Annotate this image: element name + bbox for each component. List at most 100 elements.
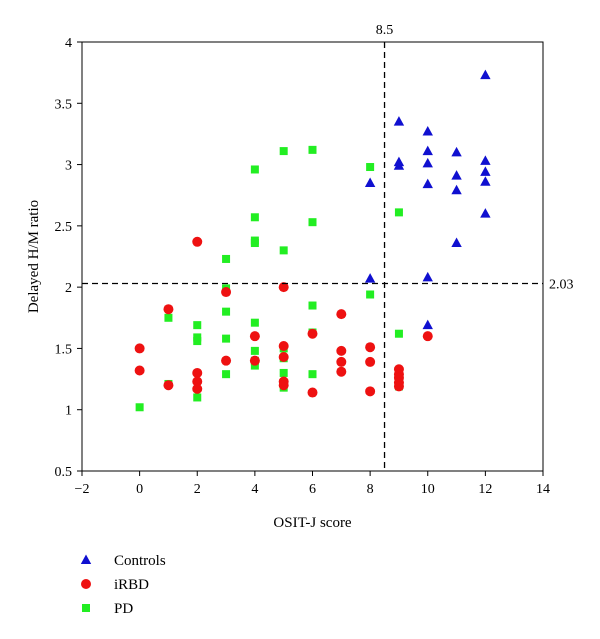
point-controls (393, 160, 405, 170)
point-pd (222, 334, 231, 343)
point-controls (480, 176, 491, 186)
point-irbd (365, 356, 376, 367)
point-pd (250, 213, 259, 222)
y-tick-label: 1.5 (55, 342, 73, 357)
point-irbd (422, 331, 433, 342)
point-irbd (278, 282, 289, 293)
y-tick-label: 2 (65, 281, 72, 296)
point-irbd (307, 387, 318, 398)
x-tick-label: 12 (478, 482, 492, 497)
point-controls (422, 125, 433, 136)
vertical-reference-label: 8.5 (376, 23, 394, 38)
point-irbd (221, 287, 232, 298)
point-irbd (336, 356, 347, 367)
y-axis: 0.5 1 1.5 2 2.5 3 3.5 4 (55, 36, 82, 480)
point-controls (480, 166, 491, 176)
point-irbd (278, 352, 289, 363)
point-irbd (336, 345, 347, 356)
point-irbd (278, 380, 289, 391)
point-pd (279, 368, 288, 377)
point-irbd (393, 381, 404, 392)
point-irbd (365, 386, 376, 397)
point-pd (222, 307, 231, 316)
y-tick-label: 1 (65, 404, 72, 419)
plot-frame (81, 41, 544, 472)
point-controls (451, 184, 462, 195)
y-tick-label: 4 (65, 36, 72, 51)
point-pd (394, 329, 403, 338)
point-pd (193, 337, 202, 346)
point-controls (422, 145, 433, 156)
y-tick-label: 3 (65, 159, 72, 174)
point-irbd (134, 343, 145, 354)
point-irbd (249, 331, 260, 342)
x-axis: −2 0 2 4 6 8 10 12 14 (75, 471, 550, 497)
point-pd (250, 346, 259, 355)
legend-marker-pd (82, 604, 90, 612)
point-controls (364, 177, 376, 187)
legend-item-irbd: iRBD (81, 577, 149, 593)
y-axis-title: Delayed H/M ratio (26, 200, 42, 313)
point-irbd (365, 342, 376, 353)
point-pd (366, 290, 375, 299)
point-pd (308, 218, 317, 227)
legend-item-controls: Controls (80, 553, 166, 569)
point-pd (193, 321, 202, 330)
point-pd (366, 163, 375, 172)
point-irbd (192, 236, 203, 247)
point-irbd (192, 367, 203, 378)
point-pd (394, 208, 403, 217)
legend-item-pd: PD (82, 601, 133, 617)
point-irbd (336, 366, 347, 377)
point-pd (250, 165, 259, 174)
legend-marker-irbd (81, 579, 91, 589)
y-tick-label: 2.5 (55, 220, 73, 235)
point-pd (135, 403, 144, 412)
point-controls (422, 319, 433, 330)
point-irbd (307, 328, 318, 339)
point-irbd (163, 304, 174, 315)
point-pd (222, 254, 231, 263)
legend-label: iRBD (114, 577, 149, 593)
horizontal-reference-label: 2.03 (549, 277, 574, 292)
point-controls (451, 146, 462, 157)
point-controls (422, 271, 433, 282)
point-pd (193, 393, 202, 402)
point-controls (364, 273, 376, 283)
point-controls (480, 208, 491, 218)
point-irbd (163, 380, 174, 391)
point-controls (480, 69, 491, 80)
point-controls (422, 157, 433, 168)
x-tick-label: 6 (309, 482, 316, 497)
point-controls (393, 116, 405, 126)
x-tick-label: 8 (367, 482, 374, 497)
point-pd (222, 370, 231, 379)
y-tick-label: 3.5 (55, 97, 73, 112)
legend-label: Controls (114, 553, 166, 569)
legend-label: PD (114, 601, 133, 617)
point-controls (422, 178, 433, 189)
point-irbd (249, 355, 260, 366)
point-irbd (221, 355, 232, 366)
x-tick-label: 0 (136, 482, 143, 497)
point-controls (480, 155, 491, 165)
point-pd (308, 370, 317, 379)
y-tick-label: 0.5 (55, 465, 73, 480)
point-pd (308, 301, 317, 310)
x-tick-label: 4 (251, 482, 258, 497)
x-tick-label: 10 (421, 482, 435, 497)
data-markers (134, 69, 491, 412)
point-pd (279, 147, 288, 156)
point-controls (451, 237, 462, 248)
point-irbd (278, 340, 289, 351)
point-controls (451, 170, 462, 180)
point-pd (250, 239, 259, 248)
point-pd (250, 318, 259, 327)
reference-lines (82, 42, 543, 471)
point-irbd (134, 365, 145, 376)
point-irbd (192, 376, 203, 387)
point-irbd (336, 309, 347, 320)
x-tick-label: 14 (536, 482, 550, 497)
point-pd (164, 313, 173, 322)
